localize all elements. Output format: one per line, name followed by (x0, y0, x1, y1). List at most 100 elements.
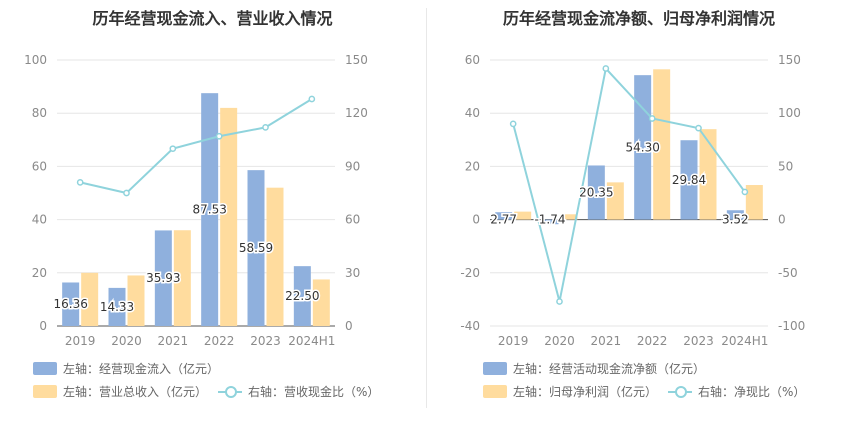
line-point (695, 124, 702, 132)
bar (154, 230, 172, 326)
y-left-tick-label: 100 (24, 53, 47, 67)
y-right-tick-label: 50 (778, 159, 793, 173)
y-right-tick-label: 150 (345, 53, 368, 67)
bar (127, 275, 145, 326)
line-point (308, 95, 316, 103)
bar (81, 272, 99, 326)
legend-swatch (33, 385, 57, 398)
x-tick-label: 2022 (204, 334, 235, 348)
chart-plot-right: -40 -100 -20 -50 0 0 20 50 40 100 60 150 2019 2020 202… (460, 53, 805, 348)
bar (266, 187, 284, 326)
data-label: 58.59 (239, 241, 273, 255)
legend-label: 左轴：经营现金流入（亿元） (63, 362, 220, 376)
x-tick-label: 2023 (250, 334, 281, 348)
line-point (169, 145, 177, 153)
chart-panel-left: 历年经营现金流入、营业收入情况 0 0 20 30 40 60 60 90 80 120 100 15… (24, 9, 379, 400)
chart-title: 历年经营现金流净额、归母净利润情况 (502, 9, 775, 28)
legend-swatch (483, 385, 507, 398)
divider (426, 8, 427, 408)
data-label: 29.84 (672, 173, 706, 187)
legend-item-bar2[interactable]: 左轴：归母净利润（亿元） (483, 383, 657, 400)
y-right-tick-label: 60 (345, 213, 360, 227)
y-right-tick-label: 0 (345, 319, 353, 333)
bar (247, 170, 265, 326)
line-point (123, 189, 130, 197)
bar (173, 230, 191, 326)
legend-swatch (33, 362, 57, 375)
bar (745, 185, 763, 220)
bar (108, 287, 126, 326)
bar (699, 129, 717, 220)
bar (62, 282, 80, 326)
bar (653, 69, 671, 220)
bar (495, 212, 513, 220)
y-right-tick-label: -50 (778, 266, 798, 280)
line-point (262, 124, 269, 131)
x-tick-label: 2021 (158, 334, 189, 348)
chart-panel-right: 历年经营现金流净额、归母净利润情况 -40 -100 -20 -50 0 0 20 50 40 1… (428, 0, 850, 437)
line-point (648, 115, 656, 122)
line-point (602, 65, 610, 72)
legend-line-icon (668, 385, 692, 398)
legend-item-bar1[interactable]: 左轴：经营活动现金流净额（亿元） (483, 360, 705, 377)
legend-label: 右轴：营收现金比（%） (248, 385, 380, 399)
bar (220, 107, 238, 326)
bar (606, 182, 624, 220)
legend-label: 左轴：营业总收入（亿元） (63, 385, 208, 399)
legend-line-icon (218, 385, 242, 398)
legend-label: 左轴：经营活动现金流净额（亿元） (513, 362, 706, 376)
line-point (215, 132, 223, 140)
legend-item-line[interactable]: 右轴：营收现金比（%） (218, 383, 379, 400)
data-label: -1.74 (534, 213, 565, 227)
bar (514, 211, 532, 220)
x-tick-label: 2024H1 (288, 334, 335, 348)
data-label: 3.52 (722, 213, 749, 227)
legend-label: 右轴：净现比（%） (698, 385, 806, 399)
bar (560, 214, 578, 220)
line-series (512, 66, 746, 302)
x-tick-label: 2019 (65, 334, 96, 348)
y-left-tick-label: -20 (460, 266, 480, 280)
y-right-tick-label: 120 (345, 106, 368, 120)
data-label: 14.33 (100, 300, 134, 314)
line-series (79, 98, 313, 195)
x-tick-label: 2021 (591, 334, 622, 348)
y-left-tick-label: -40 (460, 319, 480, 333)
legend-item-bar1[interactable]: 左轴：经营现金流入（亿元） (33, 360, 219, 377)
y-left-tick-label: 20 (32, 266, 47, 280)
data-label: 16.36 (53, 297, 87, 311)
y-left-tick-label: 40 (465, 106, 480, 120)
legend-label: 左轴：归母净利润（亿元） (513, 385, 658, 399)
y-left-tick-label: 0 (472, 213, 480, 227)
data-label: 2.77 (490, 213, 517, 227)
line-point (509, 120, 517, 128)
x-tick-label: 2020 (544, 334, 575, 348)
y-left-tick-label: 80 (32, 106, 47, 120)
y-right-tick-label: 100 (778, 106, 801, 120)
bar (680, 140, 698, 220)
bar (726, 210, 744, 220)
data-label: 87.53 (192, 203, 226, 217)
y-left-tick-label: 0 (39, 319, 47, 333)
data-label: 20.35 (579, 186, 613, 200)
y-left-tick-label: 60 (32, 159, 47, 173)
line-point (556, 298, 563, 305)
x-tick-label: 2023 (683, 334, 714, 348)
bar (312, 279, 330, 326)
y-left-tick-label: 40 (32, 213, 47, 227)
y-right-tick-label: 30 (345, 266, 360, 280)
line-point (76, 179, 84, 186)
y-right-tick-label: 0 (778, 213, 786, 227)
chart-title: 历年经营现金流入、营业收入情况 (92, 9, 333, 28)
bar (293, 266, 311, 326)
x-tick-label: 2020 (111, 334, 142, 348)
x-tick-label: 2024H1 (721, 334, 768, 348)
legend-item-line[interactable]: 右轴：净现比（%） (668, 383, 805, 400)
y-left-tick-label: 60 (465, 53, 480, 67)
legend-swatch (483, 362, 507, 375)
bar (541, 219, 559, 225)
data-label: 35.93 (146, 271, 180, 285)
legend-item-bar2[interactable]: 左轴：营业总收入（亿元） (33, 383, 207, 400)
y-right-tick-label: -100 (778, 319, 805, 333)
bar (201, 93, 219, 326)
